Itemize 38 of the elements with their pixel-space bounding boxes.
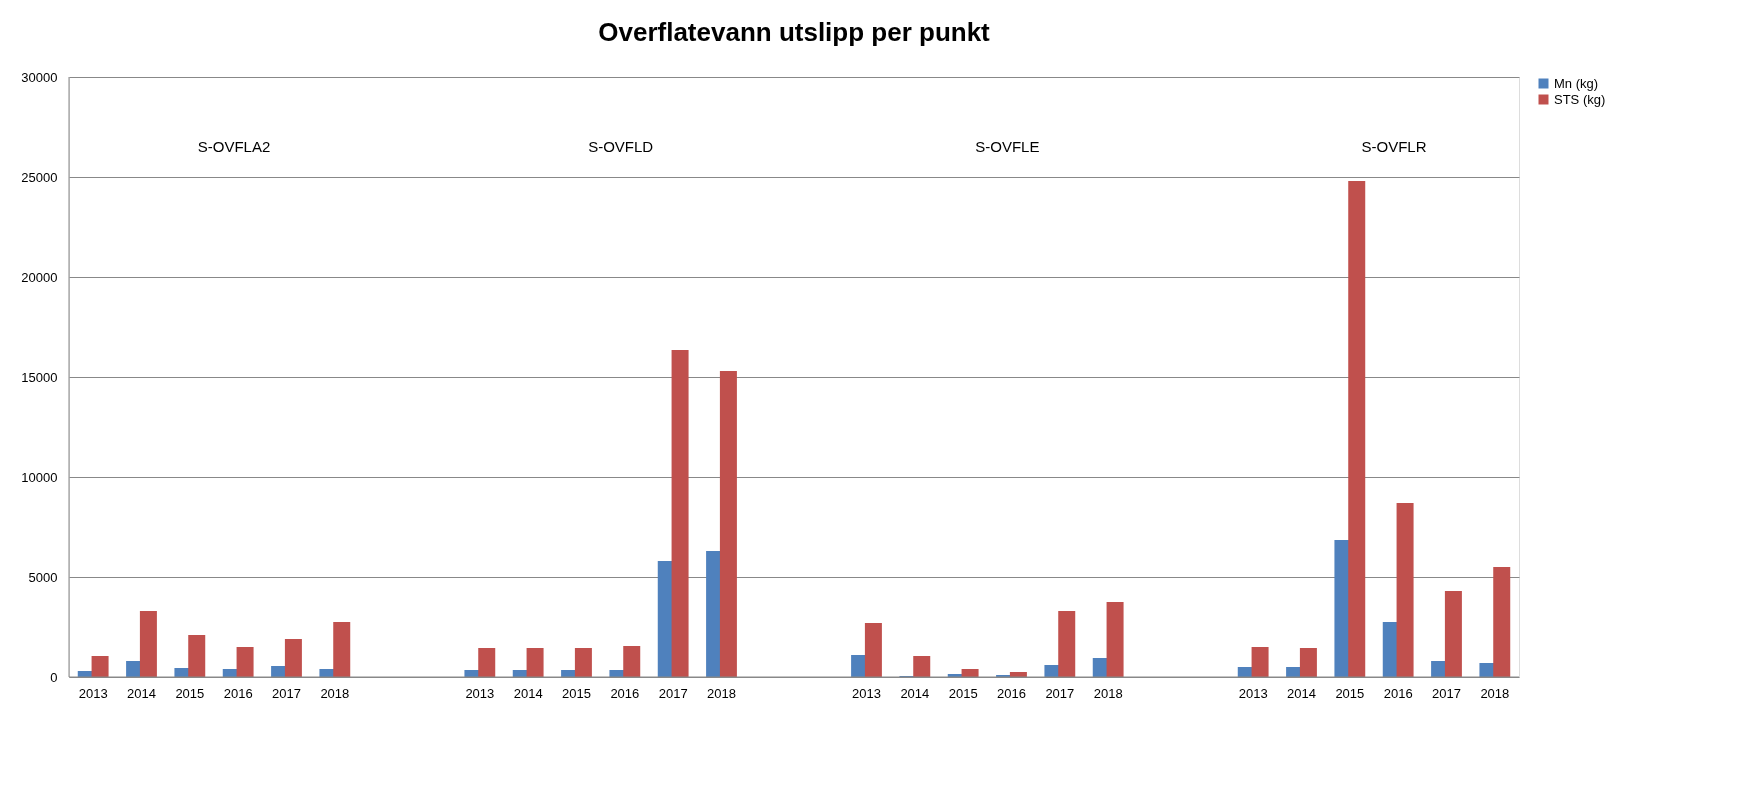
x-tick-label: 2015: [175, 685, 205, 701]
annotation: S-OVFLA2: [197, 138, 271, 156]
x-tick-label: 2018: [707, 685, 736, 701]
x-tick-label: 2017: [1045, 685, 1075, 701]
x-tick-label: 2016: [997, 685, 1026, 701]
x-tick-label: 2017: [1432, 685, 1461, 701]
x-tick-label: 2016: [1383, 685, 1413, 701]
x-tick-label: 2016: [223, 685, 253, 701]
annotation: S-OVFLD: [588, 138, 654, 156]
x-tick-label: 2014: [127, 685, 156, 701]
y-tick-label: 10000: [21, 469, 58, 485]
y-tick-label: 20000: [21, 269, 58, 285]
x-tick-label: 2013: [1238, 685, 1268, 701]
annotation: S-OVFLE: [975, 138, 1040, 156]
x-tick-label: 2015: [562, 685, 591, 701]
x-tick-label: 2014: [513, 685, 543, 701]
x-tick-label: 2018: [1480, 685, 1510, 701]
x-tick-label: 2018: [320, 685, 350, 701]
y-tick-label: 15000: [21, 369, 58, 385]
x-tick-label: 2014: [1287, 685, 1316, 701]
x-tick-label: 2014: [900, 685, 930, 701]
x-tick-label: 2017: [658, 685, 688, 701]
x-tick-label: 2017: [272, 685, 301, 701]
y-tick-label: 0: [50, 669, 58, 685]
y-tick-label: 25000: [21, 169, 58, 185]
chart-title: Overflatevann utslipp per punkt: [598, 17, 991, 47]
legend-label: STS (kg): [1554, 91, 1606, 107]
legend-label: Mn (kg): [1554, 75, 1599, 91]
annotation: S-OVFLR: [1361, 138, 1427, 156]
x-tick-label: 2015: [1335, 685, 1365, 701]
x-tick-label: 2016: [610, 685, 640, 701]
x-tick-label: 2013: [465, 685, 495, 701]
x-tick-label: 2013: [852, 685, 881, 701]
x-tick-label: 2015: [948, 685, 978, 701]
y-tick-label: 30000: [21, 69, 58, 85]
x-tick-label: 2018: [1093, 685, 1123, 701]
x-tick-label: 2013: [78, 685, 108, 701]
y-tick-label: 5000: [28, 569, 58, 585]
